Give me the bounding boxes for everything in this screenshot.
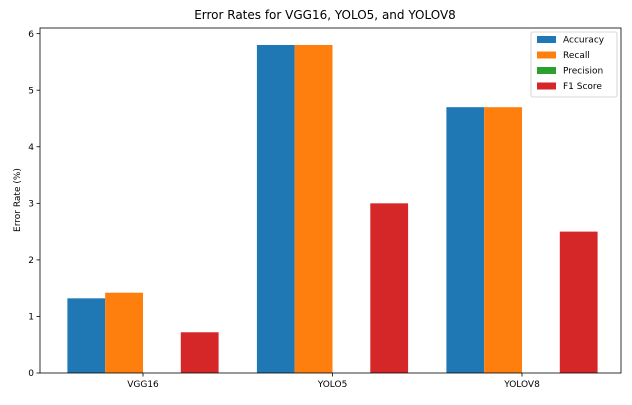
x-tick-label: VGG16: [127, 380, 159, 390]
legend-box: [530, 31, 618, 98]
y-tick-label: 3: [28, 200, 34, 210]
bars-group: [67, 44, 598, 374]
bar-f1-score-yolo5: [370, 203, 409, 373]
bar-recall-yolo5: [294, 44, 333, 373]
y-tick-label: 2: [28, 256, 34, 266]
y-tick-label: 1: [28, 313, 34, 323]
bar-recall-yolov8: [484, 107, 522, 374]
x-tick-label: YOLO5: [317, 380, 348, 390]
y-ticks-group: 0 1 2 3 4 5 6: [28, 30, 40, 379]
plot-frame: [39, 27, 622, 374]
y-tick-label: 4: [28, 143, 34, 153]
x-tick-label: YOLOV8: [503, 380, 540, 390]
bar-accuracy-vgg16: [67, 298, 106, 373]
chart-title: Error Rates for VGG16, YOLO5, and YOLOV8: [194, 8, 456, 22]
bar-f1-score-vgg16: [180, 332, 219, 373]
x-ticks-group: VGG16 YOLO5 YOLOV8: [127, 373, 540, 390]
bar-f1-score-yolov8: [559, 231, 598, 373]
y-axis-label: Error Rate (%): [13, 168, 23, 232]
legend-label: F1 Score: [563, 82, 602, 92]
bar-accuracy-yolo5: [256, 44, 295, 373]
y-tick-label: 0: [28, 369, 34, 379]
legend-swatch-f1-score: [537, 82, 556, 90]
legend-swatch-precision: [537, 67, 556, 74]
legend-label: Accuracy: [563, 36, 605, 46]
bar-accuracy-yolov8: [446, 107, 485, 374]
legend-swatch-recall: [537, 51, 556, 59]
y-tick-label: 5: [28, 86, 34, 96]
y-tick-label: 6: [28, 30, 34, 40]
legend-label: Precision: [563, 67, 603, 77]
legend: Accuracy Recall Precision F1 Score: [530, 31, 618, 98]
legend-label: Recall: [563, 51, 590, 61]
bar-recall-vgg16: [105, 292, 143, 373]
legend-swatch-accuracy: [537, 36, 556, 43]
